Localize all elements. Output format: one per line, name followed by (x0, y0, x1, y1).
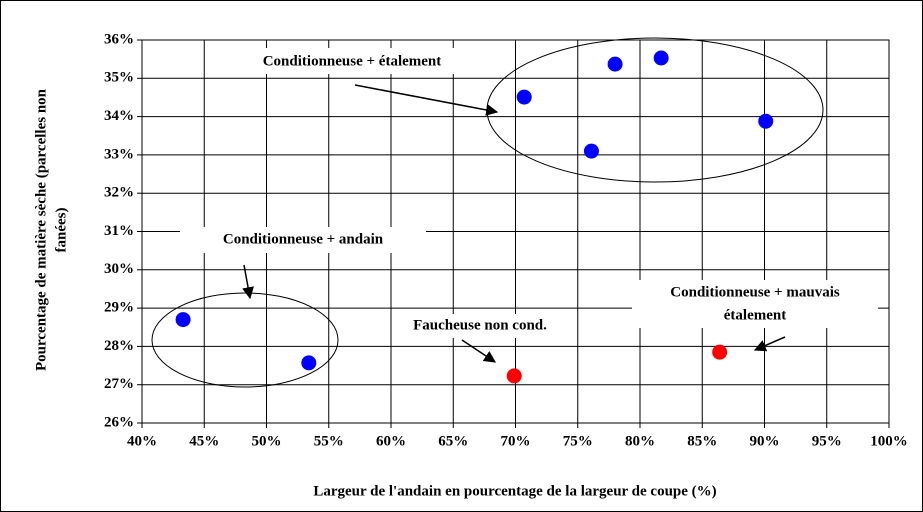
y-tick-label: 34% (104, 108, 134, 124)
x-tick-label: 70% (501, 433, 531, 449)
point (516, 89, 532, 105)
y-axis-label: fanées) (53, 208, 69, 253)
x-tick-label: 50% (252, 433, 282, 449)
label-bg (396, 314, 564, 338)
x-tick-label: 95% (812, 433, 842, 449)
x-tick-label: 55% (314, 433, 344, 449)
arrow (753, 336, 786, 352)
x-tick-label: 90% (750, 433, 780, 449)
group-ellipse (151, 292, 339, 388)
x-tick-label: 80% (625, 433, 655, 449)
annotation: Conditionneuse + étalement (263, 53, 442, 69)
y-tick-label: 35% (104, 70, 134, 86)
x-tick-label: 65% (438, 433, 468, 449)
arrow (461, 339, 496, 363)
plot-border (141, 39, 890, 424)
point (506, 368, 522, 384)
x-tick-label: 85% (687, 433, 717, 449)
x-tick-label: 75% (563, 433, 593, 449)
annotation: Faucheuse non cond. (413, 317, 547, 333)
y-axis-label: Pourcentage de matière sèche (parcelles … (33, 88, 49, 371)
y-tick-label: 29% (104, 300, 134, 316)
y-tick-label: 30% (104, 261, 134, 277)
y-tick-label: 26% (104, 414, 134, 430)
point (175, 312, 191, 328)
y-tick-label: 31% (104, 223, 134, 239)
point (607, 56, 623, 72)
annotation: Conditionneuse + andain (223, 231, 384, 247)
arrow (242, 264, 254, 300)
point (583, 143, 599, 159)
label-bg (632, 280, 878, 328)
label-bg (206, 48, 498, 74)
y-tick-label: 33% (104, 146, 134, 162)
point (301, 355, 317, 371)
annotation: Conditionneuse + mauvais (670, 284, 840, 300)
arrow (354, 84, 499, 116)
point (712, 344, 728, 360)
annotation: étalement (724, 307, 786, 323)
label-bg (180, 227, 426, 253)
x-tick-label: 40% (127, 433, 157, 449)
x-tick-label: 100% (870, 433, 908, 449)
y-tick-label: 32% (104, 185, 134, 201)
x-axis-label: Largeur de l'andain en pourcentage de la… (313, 483, 716, 499)
point (653, 50, 669, 66)
y-tick-label: 36% (104, 31, 134, 47)
x-tick-label: 60% (376, 433, 406, 449)
y-tick-label: 28% (104, 338, 134, 354)
y-tick-label: 27% (104, 376, 134, 392)
x-tick-label: 45% (189, 433, 219, 449)
point (758, 113, 774, 129)
